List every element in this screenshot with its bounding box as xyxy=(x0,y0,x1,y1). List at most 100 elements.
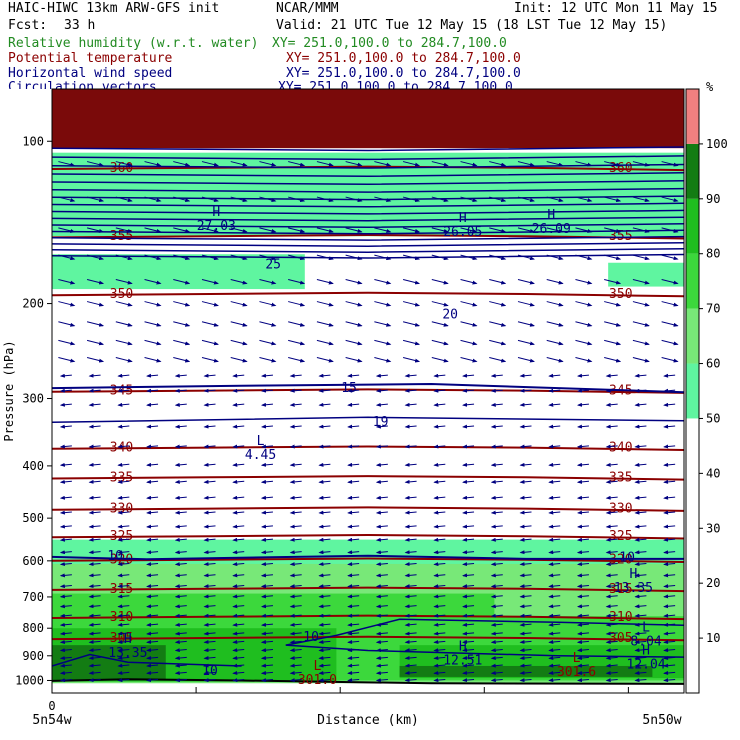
circulation-vector xyxy=(663,462,676,467)
circulation-vector xyxy=(318,622,331,627)
circulation-vector xyxy=(146,550,159,555)
circulation-vector xyxy=(146,388,159,393)
circulation-vector xyxy=(318,604,331,609)
theta-contour-label: 315 xyxy=(110,582,133,597)
circulation-vector xyxy=(433,462,446,467)
circulation-vector xyxy=(374,196,392,203)
theta-contour-label: 350 xyxy=(609,287,632,302)
circulation-vector xyxy=(347,424,360,429)
circulation-vector xyxy=(230,227,248,233)
circulation-vector xyxy=(318,510,331,515)
colorbar-frame xyxy=(685,88,700,694)
wind-speed-contour xyxy=(51,180,685,186)
circulation-vector xyxy=(260,584,273,589)
circulation-vector xyxy=(460,321,478,327)
circulation-vector xyxy=(605,524,618,529)
circulation-vector xyxy=(433,613,446,618)
circulation-vector xyxy=(146,562,159,567)
circulation-vector xyxy=(661,196,679,203)
circulation-vector xyxy=(460,227,478,233)
circulation-vector xyxy=(230,161,248,167)
circulation-vector xyxy=(462,562,475,567)
circulation-vector xyxy=(634,537,647,542)
circulation-vector xyxy=(174,424,187,429)
circulation-vector xyxy=(663,510,676,515)
circulation-vector xyxy=(404,631,417,636)
y-tick-label: 800 xyxy=(22,621,44,635)
circulation-vector xyxy=(433,584,446,589)
circulation-vector xyxy=(634,573,647,578)
circulation-vector xyxy=(289,524,302,529)
circulation-vector xyxy=(146,537,159,542)
circulation-vector xyxy=(517,196,535,203)
colorbar-segment xyxy=(686,308,699,364)
theta-contour-label: 310 xyxy=(609,610,632,625)
circulation-vector xyxy=(146,678,159,683)
circulation-vector xyxy=(86,279,105,285)
circulation-vector xyxy=(433,663,446,668)
circulation-vector xyxy=(402,279,421,285)
circulation-vector xyxy=(88,495,101,500)
circulation-vector xyxy=(548,622,561,627)
circulation-vector xyxy=(174,524,187,529)
circulation-vector xyxy=(345,254,363,261)
circulation-vector xyxy=(232,424,245,429)
circulation-vector xyxy=(661,227,679,233)
circulation-vector xyxy=(576,537,589,542)
circulation-vector xyxy=(232,631,245,636)
circulation-vector xyxy=(86,161,105,167)
circulation-vector xyxy=(203,631,216,636)
theta-contour-label: 305 xyxy=(110,631,133,646)
circulation-vector xyxy=(490,550,503,555)
circulation-vector xyxy=(144,301,162,307)
circulation-vector xyxy=(318,479,331,484)
circulation-vector xyxy=(289,573,302,578)
circulation-vector xyxy=(519,678,532,683)
circulation-vector xyxy=(146,479,159,484)
circulation-vector xyxy=(316,196,334,203)
circulation-vector xyxy=(260,562,273,567)
circulation-vector xyxy=(489,279,507,285)
circulation-vector xyxy=(490,537,503,542)
circulation-vector xyxy=(347,663,360,668)
circulation-vector xyxy=(174,479,187,484)
circulation-vector xyxy=(86,196,105,203)
wind-speed-label: 10 xyxy=(202,664,218,679)
circulation-vector xyxy=(462,373,475,378)
circulation-vector xyxy=(519,594,532,599)
wind-speed-label: 15 xyxy=(341,381,357,396)
circulation-vector xyxy=(232,388,245,393)
circulation-vector xyxy=(462,584,475,589)
colorbar-tick-label: 50 xyxy=(706,411,720,425)
circulation-vector xyxy=(433,479,446,484)
circulation-vector xyxy=(174,663,187,668)
circulation-vector xyxy=(462,510,475,515)
circulation-vector xyxy=(232,613,245,618)
circulation-vector xyxy=(203,402,216,407)
circulation-vector xyxy=(347,479,360,484)
circulation-vector xyxy=(203,495,216,500)
circulation-vector xyxy=(433,604,446,609)
circulation-vector xyxy=(663,388,676,393)
circulation-vector xyxy=(375,656,388,660)
circulation-vector xyxy=(88,678,101,683)
circulation-vector xyxy=(203,639,216,644)
circulation-vector xyxy=(345,279,363,285)
circulation-vector xyxy=(59,424,72,429)
circulation-vector xyxy=(404,424,417,429)
circulation-vector xyxy=(230,339,248,346)
circulation-vector xyxy=(576,495,589,500)
circulation-vector xyxy=(604,357,622,363)
circulation-vector xyxy=(289,663,302,668)
circulation-vector xyxy=(433,670,446,675)
circulation-vector xyxy=(433,678,446,683)
circulation-vector xyxy=(575,301,593,307)
circulation-vector xyxy=(347,537,360,542)
circulation-vector xyxy=(605,656,618,660)
circulation-vector xyxy=(260,462,273,467)
circulation-vector xyxy=(347,524,360,529)
circulation-vector xyxy=(490,388,503,393)
circulation-vector xyxy=(347,631,360,636)
circulation-vector xyxy=(605,584,618,589)
